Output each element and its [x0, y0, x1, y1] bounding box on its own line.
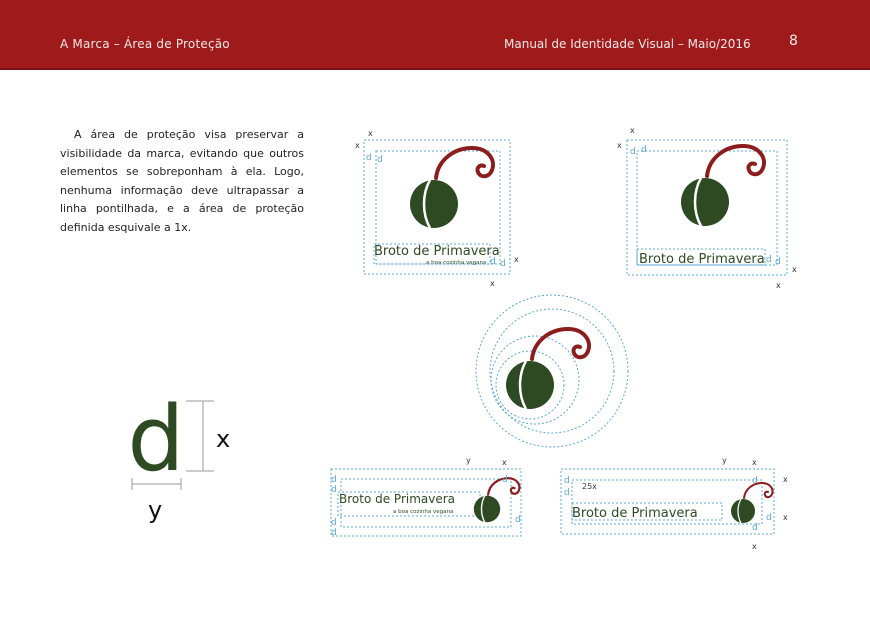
- intro-paragraph: A área de proteção visa preservar a visi…: [60, 128, 304, 234]
- svg-text:x: x: [783, 513, 788, 522]
- svg-text:x: x: [502, 458, 507, 467]
- svg-text:d: d: [331, 485, 337, 495]
- svg-text:x: x: [490, 279, 495, 288]
- svg-text:d: d: [377, 155, 383, 165]
- legend-d-letter: d: [127, 387, 184, 492]
- svg-text:Broto de Primavera: Broto de Primavera: [339, 492, 455, 506]
- svg-text:d: d: [515, 515, 521, 525]
- svg-text:d: d: [752, 476, 758, 486]
- svg-text:x: x: [752, 458, 757, 467]
- svg-text:d: d: [775, 257, 781, 267]
- svg-text:a boa cozinha vegana: a boa cozinha vegana: [393, 509, 453, 515]
- logo-vertical-tagline: Broto de Primavera a boa cozinha vegana …: [355, 129, 519, 288]
- logo-horizontal: Broto de Primavera d d 25x d d d y x x x…: [560, 456, 788, 551]
- svg-text:d: d: [490, 257, 496, 267]
- svg-text:d: d: [500, 259, 506, 269]
- svg-text:x: x: [792, 265, 797, 274]
- svg-text:d: d: [366, 153, 372, 163]
- section-title: A Marca – Área de Proteção: [60, 37, 230, 51]
- svg-text:d: d: [564, 476, 570, 486]
- svg-text:d: d: [766, 255, 772, 265]
- svg-text:x: x: [617, 141, 622, 150]
- spacing-25x-label: 25x: [582, 482, 597, 491]
- logo-vertical: Broto de Primavera d d x x d d x x: [617, 126, 797, 290]
- svg-text:d: d: [564, 488, 570, 498]
- svg-text:d: d: [502, 475, 508, 485]
- svg-text:x: x: [776, 281, 781, 290]
- brand-tagline: a boa cozinha vegana: [426, 260, 486, 266]
- svg-text:x: x: [355, 141, 360, 150]
- logo-horizontal-tagline: Broto de Primavera a boa cozinha vegana …: [330, 456, 522, 538]
- svg-text:d: d: [641, 145, 647, 155]
- svg-text:y: y: [722, 456, 727, 465]
- svg-text:Broto de Primavera: Broto de Primavera: [639, 252, 765, 267]
- page-number: 8: [789, 33, 798, 49]
- svg-text:x: x: [630, 126, 635, 135]
- svg-text:d: d: [331, 475, 337, 485]
- dimension-legend: d x y: [127, 387, 230, 524]
- svg-text:d: d: [331, 518, 337, 528]
- manual-title: Manual de Identidade Visual – Maio/2016: [504, 37, 751, 51]
- legend-x-label: x: [216, 425, 230, 453]
- logo-symbol-circular: [475, 294, 629, 448]
- svg-text:d: d: [331, 528, 337, 538]
- brand-name: Broto de Primavera: [374, 244, 500, 259]
- legend-y-label: y: [148, 496, 162, 524]
- svg-text:y: y: [466, 456, 471, 465]
- svg-text:d: d: [752, 523, 758, 533]
- svg-text:x: x: [368, 129, 373, 138]
- svg-text:d: d: [766, 513, 772, 523]
- svg-text:Broto de Primavera: Broto de Primavera: [572, 506, 698, 521]
- svg-text:x: x: [514, 255, 519, 264]
- svg-text:x: x: [752, 542, 757, 551]
- page-header: A Marca – Área de Proteção Manual de Ide…: [0, 0, 870, 70]
- svg-text:d: d: [630, 147, 636, 157]
- svg-text:x: x: [783, 475, 788, 484]
